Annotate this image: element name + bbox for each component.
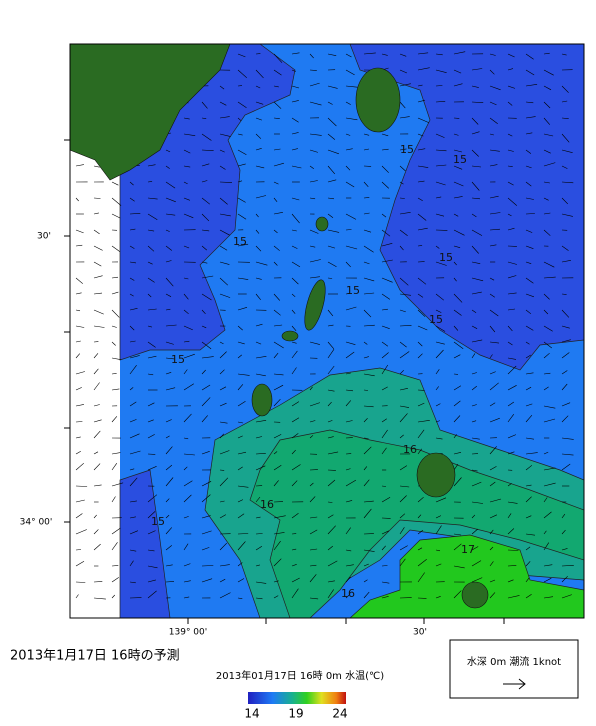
island [282,331,298,341]
contour-label: 16 [341,587,355,600]
lat-label: 34° 00' [20,518,53,528]
lat-label: 30' [37,232,51,242]
contour-label: 15 [453,153,467,166]
island [462,582,488,608]
contour-label: 15 [151,515,165,528]
island [417,453,455,497]
legend-box [450,640,578,698]
colorbar-tick-label: 19 [288,707,303,721]
lon-label: 30' [413,628,427,638]
contour-label: 15 [400,143,414,156]
island [252,384,272,416]
contour-label: 16 [403,443,417,456]
colorbar-tick-label: 14 [244,707,259,721]
contour-label: 15 [171,353,185,366]
caption: 2013年1月17日 16時の予測 [10,649,180,664]
colorbar-title: 2013年01月17日 16時 0m 水温(℃) [216,669,384,682]
map [70,44,584,618]
contour-label: 15 [429,313,443,326]
contour-label: 17 [461,543,475,556]
contour-label: 16 [260,498,274,511]
colorbar-ticks: 14 19 24 [244,707,347,721]
colorbar [248,692,346,704]
legend-label: 水深 0m 潮流 1knot [467,655,561,668]
contour-label: 15 [439,251,453,264]
contour-label: 15 [233,235,247,248]
island [316,217,328,231]
contour-label: 15 [346,284,360,297]
lon-label: 139° 00' [169,628,207,638]
colorbar-tick-label: 24 [332,707,347,721]
island [356,68,400,132]
